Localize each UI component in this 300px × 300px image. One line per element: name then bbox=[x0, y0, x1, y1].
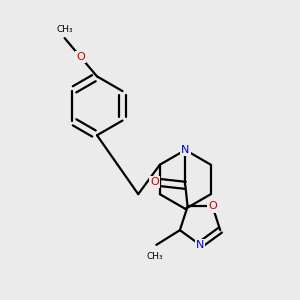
Text: O: O bbox=[150, 177, 159, 188]
Text: CH₃: CH₃ bbox=[56, 25, 73, 34]
Text: O: O bbox=[76, 52, 85, 62]
Text: N: N bbox=[196, 240, 204, 250]
Text: N: N bbox=[181, 145, 190, 155]
Text: CH₃: CH₃ bbox=[147, 252, 163, 261]
Text: O: O bbox=[208, 202, 217, 212]
